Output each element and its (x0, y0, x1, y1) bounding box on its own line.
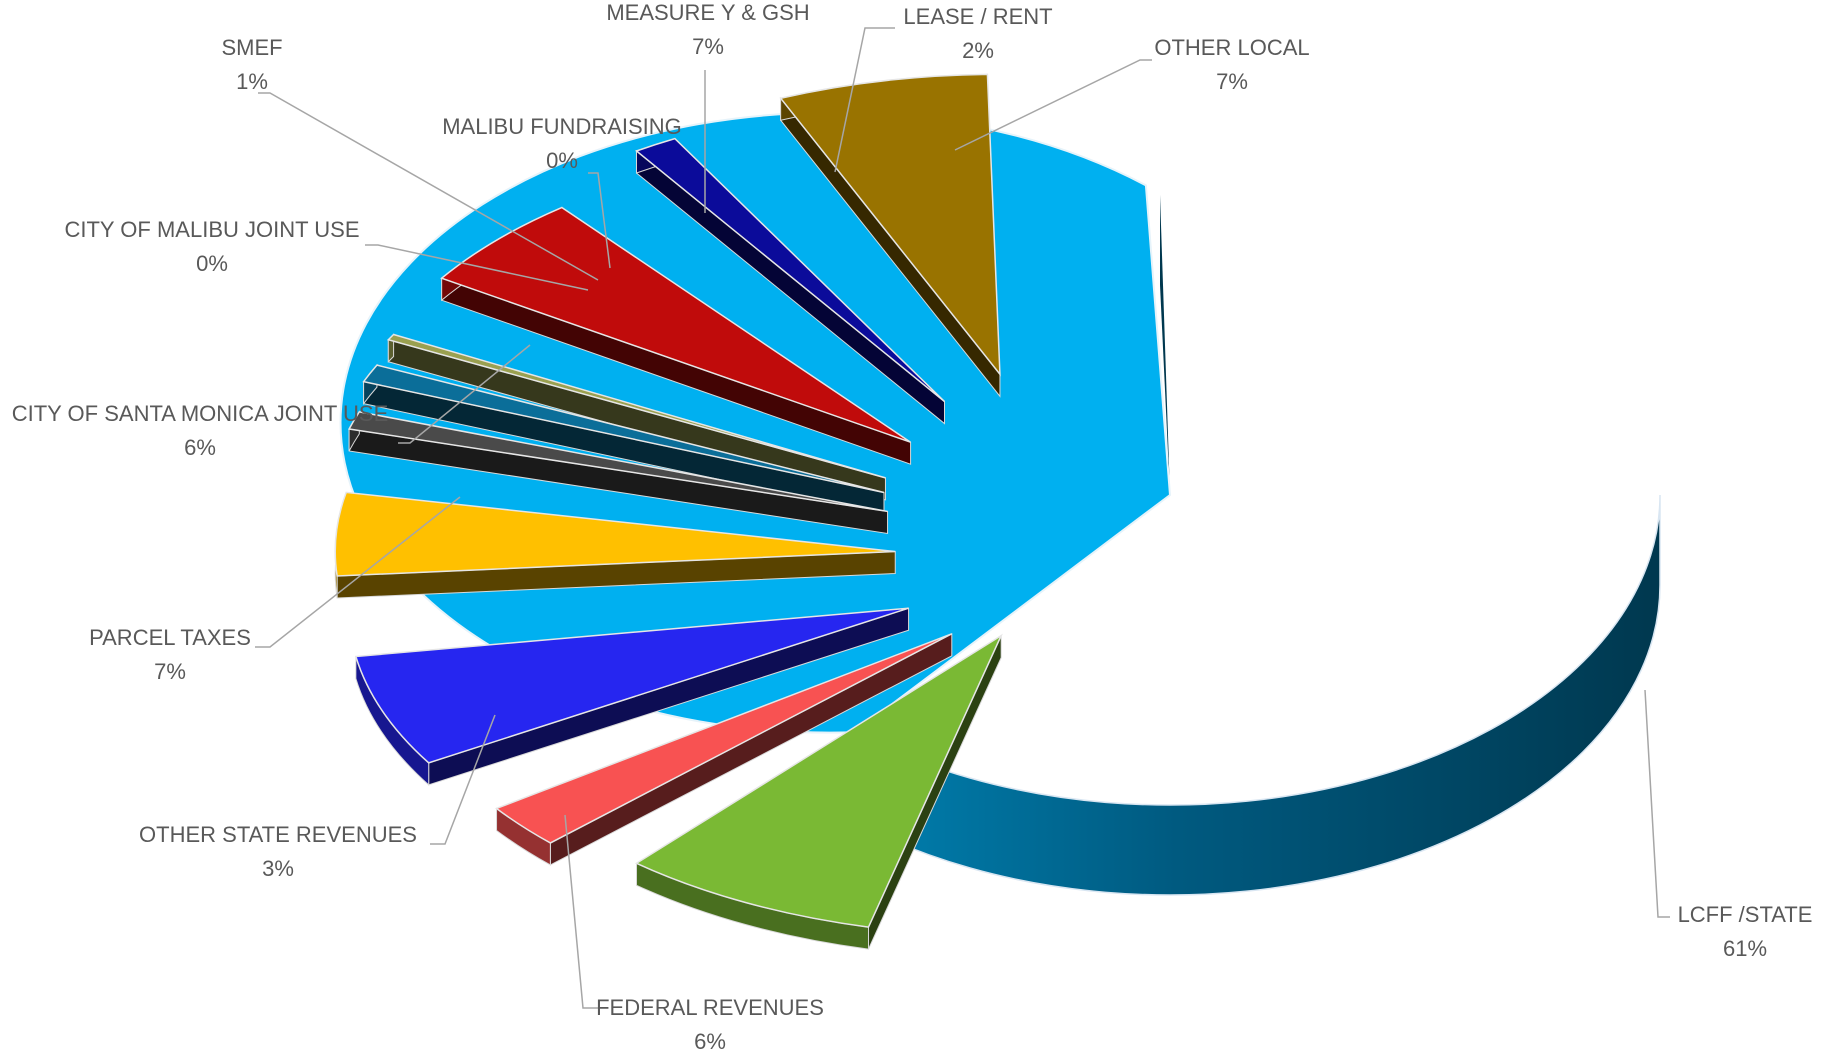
pie-slice-measure-y-gsh (440, 206, 912, 465)
leader-line (398, 344, 531, 444)
category-label: CITY OF SANTA MONICA JOINT USE (12, 401, 389, 426)
pie-label-city-of-santa-monica-joint-use: CITY OF SANTA MONICA JOINT USE 6% (12, 344, 531, 460)
pie-slice-city-of-malibu-joint-use (347, 410, 889, 535)
category-label: SMEF (221, 35, 282, 60)
leader-line (255, 496, 461, 648)
category-label: FEDERAL REVENUES (596, 995, 824, 1020)
category-label: PARCEL TAXES (89, 625, 251, 650)
pie-slice-other-state-revenues (495, 632, 953, 866)
pie-slice-malibu-fundraising (386, 333, 886, 501)
pie-slice-city-of-santa-monica-joint-use (334, 491, 896, 599)
pie-label-measure-y-gsh: MEASURE Y & GSH 7% (606, 0, 810, 213)
category-label: MALIBU FUNDRAISING (442, 114, 682, 139)
category-label: OTHER LOCAL (1154, 35, 1309, 60)
percent-label: 6% (184, 435, 216, 460)
category-label: LCFF /STATE (1678, 902, 1813, 927)
pie-label-smef: SMEF 1% (221, 35, 599, 281)
pie-labels: LCFF /STATE 61% FEDERAL REVENUES 6% OTHER ST… (12, 0, 1813, 1054)
leader-line (834, 27, 895, 173)
pie-label-lease-rent: LEASE / RENT 2% (834, 4, 1053, 173)
percent-label: 7% (154, 659, 186, 684)
pie-label-federal-revenues: FEDERAL REVENUES 6% (564, 814, 824, 1054)
pie-slice-parcel-taxes (354, 607, 910, 786)
pie-label-parcel-taxes: PARCEL TAXES 7% (89, 496, 461, 684)
leader-line (365, 244, 589, 291)
category-label: LEASE / RENT (903, 4, 1052, 29)
pie-label-other-state-revenues: OTHER STATE REVENUES 3% (139, 714, 496, 881)
percent-label: 7% (692, 34, 724, 59)
category-label: CITY OF MALIBU JOINT USE (64, 217, 359, 242)
leader-line (564, 814, 598, 1009)
pie-slice-lease-rent (634, 137, 946, 425)
pie-slice-federal-revenues (634, 633, 1003, 950)
leader-line (1644, 689, 1670, 918)
category-label: OTHER STATE REVENUES (139, 822, 417, 847)
leader-line (954, 59, 1152, 151)
percent-label: 7% (1216, 69, 1248, 94)
percent-label: 0% (196, 251, 228, 276)
pie-label-lcff-state: LCFF /STATE 61% (1644, 689, 1813, 961)
percent-label: 3% (262, 856, 294, 881)
percent-label: 2% (962, 38, 994, 63)
percent-label: 0% (546, 148, 578, 173)
leader-line (430, 714, 496, 845)
pie-label-other-local: OTHER LOCAL 7% (954, 35, 1310, 151)
pie-label-city-of-malibu-joint-use: CITY OF MALIBU JOINT USE 0% (64, 217, 589, 291)
percent-label: 61% (1723, 936, 1767, 961)
leader-line (258, 92, 599, 281)
pie-slice-other-local (779, 73, 1001, 398)
pie-slices (334, 73, 1661, 950)
category-label: MEASURE Y & GSH (606, 0, 809, 25)
pie-slice-smef (362, 363, 885, 516)
leader-line (588, 172, 611, 269)
percent-label: 1% (236, 69, 268, 94)
percent-label: 6% (694, 1029, 726, 1054)
pie-label-malibu-fundraising: MALIBU FUNDRAISING 0% (442, 114, 682, 269)
